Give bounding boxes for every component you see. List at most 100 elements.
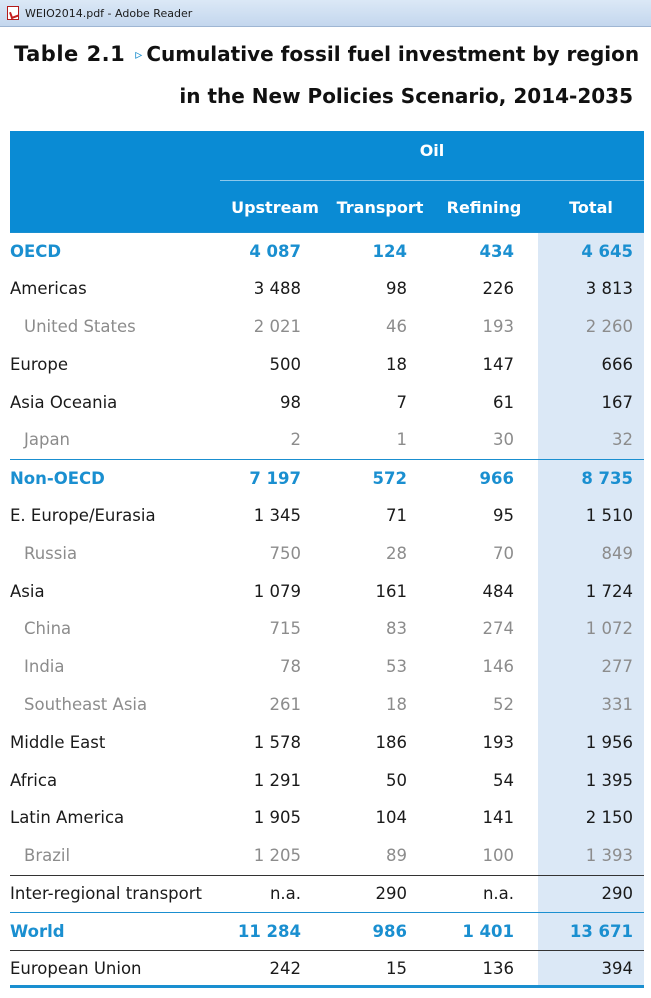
transport-value: 98 xyxy=(386,279,407,299)
table-title-line-2: in the New Policies Scenario, 2014-2035 xyxy=(179,84,633,108)
table-row: Asia Oceania 98 7 61 167 xyxy=(10,383,644,421)
window-titlebar: WEIO2014.pdf - Adobe Reader xyxy=(0,0,651,27)
refining-value: 147 xyxy=(482,354,515,374)
total-value: 1 956 xyxy=(585,732,633,752)
table-row: European Union 242 15 136 394 xyxy=(10,950,644,988)
table-row: Middle East 1 578 186 193 1 956 xyxy=(10,723,644,761)
row-label: Latin America xyxy=(10,808,125,828)
refining-value: 52 xyxy=(493,694,514,714)
row-label: Southeast Asia xyxy=(24,694,148,714)
row-label: Americas xyxy=(10,279,87,299)
table-row: China 715 83 274 1 072 xyxy=(10,610,644,648)
total-value: 331 xyxy=(601,694,634,714)
transport-value: 186 xyxy=(375,732,408,752)
table-row: India 78 53 146 277 xyxy=(10,648,644,686)
refining-value: 54 xyxy=(493,770,514,790)
row-label: United States xyxy=(24,316,136,336)
table-title-line-1: Cumulative fossil fuel investment by reg… xyxy=(146,42,640,66)
table-row: Russia 750 28 70 849 xyxy=(10,534,644,572)
table-body: OECD 4 087 124 434 4 645 Americas 3 488 98 226 3 … xyxy=(10,232,644,988)
transport-value: 104 xyxy=(375,808,408,828)
total-value: 8 735 xyxy=(581,468,633,488)
column-header-refining: Refining xyxy=(446,198,522,217)
column-header-upstream: Upstream xyxy=(231,198,319,217)
transport-value: 290 xyxy=(375,884,408,904)
table-row: Europe 500 18 147 666 xyxy=(10,345,644,383)
row-label: Non-OECD xyxy=(10,468,105,488)
row-label: Europe xyxy=(10,354,69,374)
total-value: 1 724 xyxy=(585,581,633,601)
total-value: 666 xyxy=(601,354,634,374)
triangle-arrow-icon: ▹ xyxy=(135,47,143,63)
transport-value: 161 xyxy=(375,581,408,601)
transport-value: 15 xyxy=(386,958,407,978)
row-label: India xyxy=(24,657,65,677)
refining-value: 146 xyxy=(482,657,515,677)
table-row: OECD 4 087 124 434 4 645 xyxy=(10,232,644,270)
table-row: United States 2 021 46 193 2 260 xyxy=(10,308,644,346)
transport-value: 1 xyxy=(396,430,408,450)
upstream-value: 4 087 xyxy=(249,241,301,261)
total-value: 849 xyxy=(601,543,634,563)
total-value: 3 813 xyxy=(585,279,633,299)
refining-value: 193 xyxy=(482,316,515,336)
refining-value: 136 xyxy=(482,958,515,978)
row-label: European Union xyxy=(10,958,142,978)
table-row: World 11 284 986 1 401 13 671 xyxy=(10,912,644,950)
transport-value: 53 xyxy=(386,657,407,677)
refining-value: 484 xyxy=(482,581,515,601)
table-row: Latin America 1 905 104 141 2 150 xyxy=(10,799,644,837)
upstream-value: 11 284 xyxy=(237,922,301,942)
upstream-value: 261 xyxy=(269,694,302,714)
investment-table: Oil Upstream Transport Refining Total OE… xyxy=(10,131,644,988)
total-value: 1 395 xyxy=(585,770,633,790)
transport-value: 71 xyxy=(386,505,407,525)
row-label: Brazil xyxy=(24,846,71,866)
upstream-value: 1 345 xyxy=(253,505,301,525)
transport-value: 46 xyxy=(386,316,407,336)
table-row: E. Europe/Eurasia 1 345 71 95 1 510 xyxy=(10,497,644,535)
upstream-value: 242 xyxy=(269,958,302,978)
row-label: OECD xyxy=(10,241,62,261)
upstream-value: 750 xyxy=(269,543,302,563)
upstream-value: 3 488 xyxy=(253,279,301,299)
table-row: Americas 3 488 98 226 3 813 xyxy=(10,270,644,308)
total-value: 290 xyxy=(601,884,634,904)
total-value: 4 645 xyxy=(581,241,633,261)
transport-value: 986 xyxy=(372,922,407,942)
refining-value: 966 xyxy=(479,468,514,488)
transport-value: 7 xyxy=(396,392,408,412)
upstream-value: 98 xyxy=(280,392,301,412)
refining-value: 30 xyxy=(493,430,514,450)
row-label: E. Europe/Eurasia xyxy=(10,505,156,525)
table-row: Brazil 1 205 89 100 1 393 xyxy=(10,837,644,875)
table-row: Japan 2 1 30 32 xyxy=(10,421,644,459)
column-header-total: Total xyxy=(569,198,613,217)
total-value: 1 393 xyxy=(585,846,633,866)
transport-value: 124 xyxy=(372,241,407,261)
upstream-value: 1 205 xyxy=(253,846,301,866)
upstream-value: 715 xyxy=(269,619,302,639)
refining-value: 100 xyxy=(482,846,515,866)
refining-value: 434 xyxy=(479,241,514,261)
row-label: Asia xyxy=(10,581,45,601)
refining-value: 1 401 xyxy=(462,922,514,942)
table-row: Non-OECD 7 197 572 966 8 735 xyxy=(10,458,644,497)
upstream-value: 1 905 xyxy=(253,808,301,828)
total-value: 167 xyxy=(601,392,634,412)
row-label: Africa xyxy=(10,770,58,790)
upstream-value: 78 xyxy=(280,657,301,677)
upstream-value: 2 xyxy=(290,430,302,450)
total-value: 394 xyxy=(601,958,634,978)
window-title: WEIO2014.pdf - Adobe Reader xyxy=(25,6,193,20)
refining-value: 70 xyxy=(493,543,514,563)
total-value: 32 xyxy=(612,430,633,450)
upstream-value: 1 079 xyxy=(253,581,301,601)
table-row: Africa 1 291 50 54 1 395 xyxy=(10,761,644,799)
total-column-shading xyxy=(538,232,644,988)
table-header: Oil Upstream Transport Refining Total xyxy=(10,131,644,232)
upstream-value: 7 197 xyxy=(249,468,301,488)
upstream-value: 500 xyxy=(269,354,302,374)
table-row: Southeast Asia 261 18 52 331 xyxy=(10,686,644,724)
group-header-oil: Oil xyxy=(419,141,445,160)
